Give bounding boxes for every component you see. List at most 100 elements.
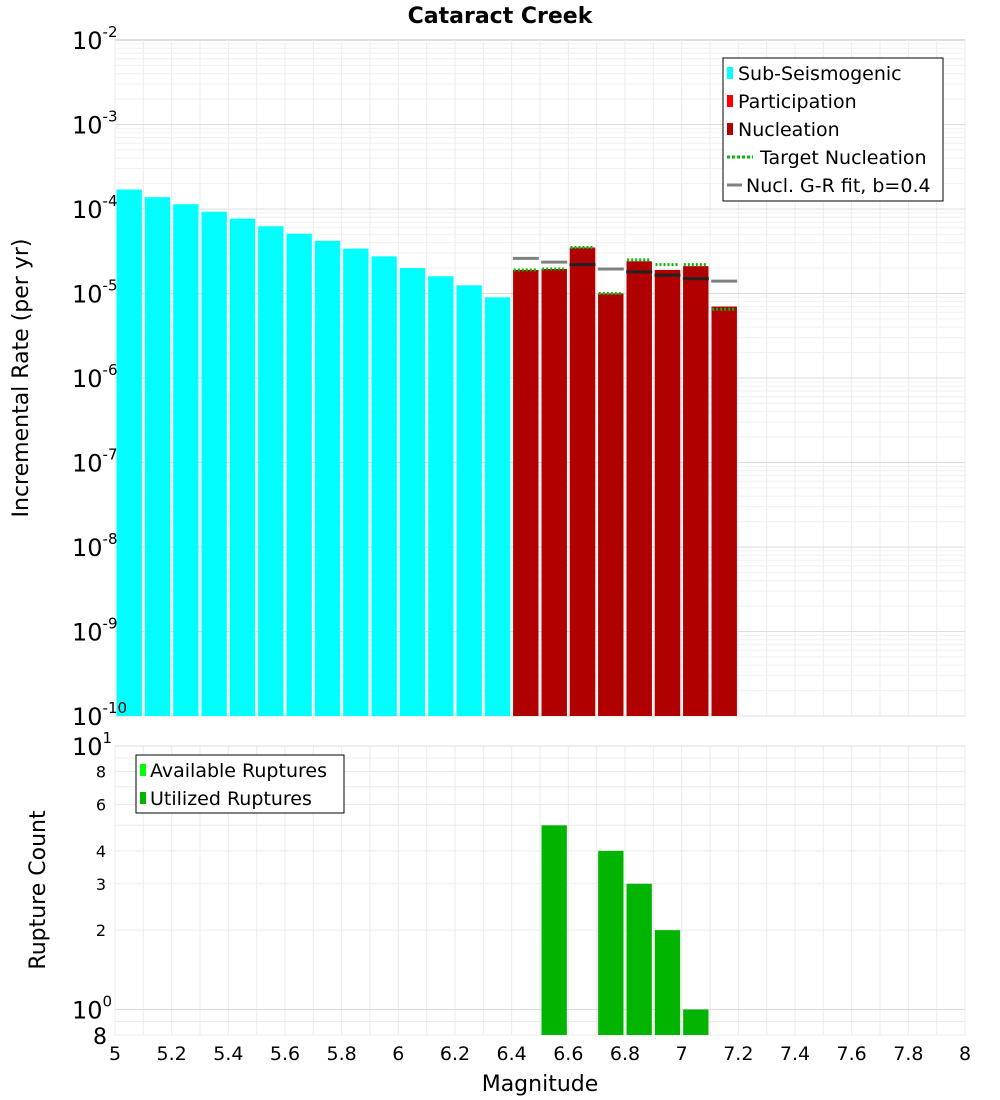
bottom-legend: Available Ruptures Utilized Ruptures [135, 754, 345, 814]
sub-seismogenic-bar [428, 276, 454, 716]
x-tick-label: 5.8 [327, 1043, 357, 1065]
y-tick-exponent: -4 [103, 192, 118, 210]
legend-label-target-nucleation: Target Nucleation [759, 147, 927, 169]
y-tick-exponent: -6 [103, 361, 118, 379]
y-tick-exponent: -5 [103, 277, 118, 295]
sub-seismogenic-bar [258, 226, 284, 716]
x-tick-label: 6.2 [440, 1043, 470, 1065]
legend-label-participation: Participation [738, 91, 857, 113]
x-tick-label: 5.4 [213, 1043, 243, 1065]
y-tick-base: 10 [72, 450, 103, 478]
x-tick-label: 7.2 [723, 1043, 753, 1065]
y-tick-label: 2 [96, 921, 106, 940]
bottom-bars [541, 825, 709, 1035]
legend-label-nucl-g-r-fit-b-0-4: Nucl. G-R fit, b=0.4 [746, 175, 931, 197]
x-tick-label: 7 [676, 1043, 688, 1065]
utilized-ruptures-bar [598, 850, 624, 1035]
x-tick-labels: 5 5.2 5.4 5.6 5.8 6 6.2 6.4 6.6 6.8 7 7.2 7.4 7.6 7.8 8 [109, 1043, 971, 1065]
y-tick-label: 10-9 [72, 615, 118, 647]
x-tick-label: 5 [109, 1043, 121, 1065]
nucleation-bar [541, 268, 567, 716]
top-panel: 10-210-310-410-510-610-710-810-910-10 Ca… [9, 4, 966, 731]
y-tick-label: 101 [72, 729, 112, 761]
y-tick-label: 10-10 [72, 699, 127, 731]
y-tick-base: 10 [72, 534, 103, 562]
utilized-ruptures-bar [626, 883, 652, 1035]
top-y-axis-label: Incremental Rate (per yr) [9, 239, 34, 518]
y-tick-exponent: 0 [103, 992, 113, 1010]
y-tick-exponent: -9 [103, 615, 118, 633]
sub-seismogenic-bar [456, 285, 482, 716]
legend-label-available-ruptures: Available Ruptures [150, 760, 327, 782]
y-tick-exponent: -3 [103, 108, 118, 126]
utilized-ruptures-bar [541, 825, 567, 1035]
nucleation-bar [654, 269, 681, 716]
y-tick-base: 10 [72, 703, 103, 731]
y-tick-label: 100 [72, 992, 112, 1024]
utilized-ruptures-bar [654, 930, 681, 1035]
y-tick-label: 10-2 [72, 23, 118, 55]
legend-label-nucleation: Nucleation [738, 119, 840, 141]
sub-seismogenic-bar [484, 297, 511, 716]
y-tick-label: 10-6 [72, 361, 118, 393]
sub-seismogenic-bar [201, 211, 227, 716]
nucleation-bar [598, 293, 624, 716]
sub-seismogenic-bar [116, 189, 142, 716]
y-tick-base: 10 [72, 112, 103, 140]
y-tick-label: 10-5 [72, 277, 118, 309]
legend-swatch-available-ruptures [140, 764, 146, 776]
y-tick-exponent: 1 [103, 729, 113, 747]
legend-swatch-utilized-ruptures [140, 792, 146, 804]
legend-swatch-participation [727, 95, 733, 107]
sub-seismogenic-bar [314, 240, 341, 716]
chart-title: Cataract Creek [408, 4, 594, 29]
y-tick-label: 10-7 [72, 446, 118, 478]
top-y-tick-labels: 10-210-310-410-510-610-710-810-910-10 [72, 23, 127, 731]
bottom-legend-box [135, 754, 345, 814]
nucleation-bar [626, 261, 652, 716]
nucleation-bar [513, 269, 539, 716]
sub-seismogenic-bar [173, 204, 199, 717]
y-tick-base: 10 [72, 27, 103, 55]
y-tick-exponent: -2 [103, 23, 118, 41]
sub-seismogenic-bar [343, 248, 369, 716]
y-tick-exponent: -8 [103, 530, 118, 548]
y-tick-label: 8 [96, 763, 106, 782]
y-tick-label: 10-3 [72, 108, 118, 140]
x-tick-label: 7.6 [837, 1043, 867, 1065]
legend-swatch-sub-seismogenic [727, 67, 733, 79]
x-tick-label: 7.8 [893, 1043, 923, 1065]
y-tick-label: 10-4 [72, 192, 118, 224]
x-tick-label: 8 [959, 1043, 971, 1065]
y-tick-label: 4 [96, 842, 106, 861]
y-tick-base: 10 [72, 733, 103, 761]
y-tick-base: 10 [72, 196, 103, 224]
legend-label-utilized-ruptures: Utilized Ruptures [150, 788, 312, 810]
legend-swatch-nucleation [727, 123, 733, 135]
y-tick-label: 3 [96, 875, 106, 894]
bottom-y-axis-label: Rupture Count [26, 810, 51, 970]
nucleation-bar [683, 266, 709, 716]
top-legend: Sub-Seismogenic Participation Nucleation Ta… [722, 57, 944, 202]
top-bars [116, 189, 738, 717]
y-tick-label: 10-8 [72, 530, 118, 562]
x-tick-label: 5.2 [157, 1043, 187, 1065]
x-tick-label: 6 [392, 1043, 404, 1065]
y-tick-label: 8 [93, 1025, 107, 1050]
legend-label-sub-seismogenic: Sub-Seismogenic [738, 63, 902, 85]
utilized-ruptures-bar [683, 1009, 709, 1035]
sub-seismogenic-bar [371, 256, 397, 716]
x-tick-label: 6.8 [610, 1043, 640, 1065]
sub-seismogenic-bar [229, 218, 256, 716]
sub-seismogenic-bar [286, 233, 312, 716]
y-tick-base: 10 [72, 619, 103, 647]
y-tick-base: 10 [72, 996, 103, 1024]
y-tick-exponent: -7 [103, 446, 118, 464]
y-tick-base: 10 [72, 281, 103, 309]
y-tick-exponent: -10 [103, 699, 128, 717]
top-legend-box [722, 57, 944, 202]
y-tick-label: 6 [96, 795, 106, 814]
